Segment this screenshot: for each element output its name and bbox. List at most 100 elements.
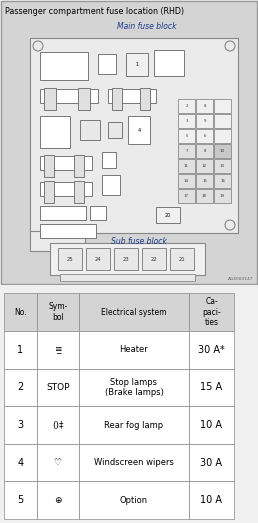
Bar xyxy=(4,369,36,406)
Bar xyxy=(178,99,195,113)
Text: 11: 11 xyxy=(184,164,189,168)
Text: 2: 2 xyxy=(17,382,23,392)
Bar xyxy=(86,248,110,270)
Bar xyxy=(40,52,88,80)
Bar xyxy=(189,444,234,481)
Text: 22: 22 xyxy=(151,257,157,262)
Bar xyxy=(196,114,213,128)
Bar xyxy=(44,155,54,177)
Text: 10 A: 10 A xyxy=(200,420,222,430)
Text: 25: 25 xyxy=(67,257,73,262)
Text: 30 A*: 30 A* xyxy=(198,345,225,355)
Bar xyxy=(214,99,231,113)
Text: ≡̲: ≡̲ xyxy=(54,345,61,354)
Bar xyxy=(214,144,231,158)
Text: 18: 18 xyxy=(202,194,207,198)
Text: 9: 9 xyxy=(203,119,206,123)
Text: Stop lamps
(Brake lamps): Stop lamps (Brake lamps) xyxy=(104,378,163,397)
Bar xyxy=(79,293,189,331)
Bar xyxy=(189,369,234,406)
Bar xyxy=(79,406,189,444)
Bar xyxy=(214,114,231,128)
Text: No.: No. xyxy=(14,308,27,316)
Bar xyxy=(102,152,116,168)
Bar xyxy=(108,122,122,138)
Bar xyxy=(74,181,84,203)
Text: Option: Option xyxy=(120,496,148,505)
Text: 13: 13 xyxy=(220,164,225,168)
Bar xyxy=(196,99,213,113)
Text: 20: 20 xyxy=(165,212,171,218)
Bar xyxy=(40,206,86,220)
Text: 24: 24 xyxy=(95,257,101,262)
Text: ♡: ♡ xyxy=(54,458,62,467)
Text: 14: 14 xyxy=(184,179,189,183)
Bar xyxy=(189,331,234,369)
Bar xyxy=(170,248,194,270)
Bar xyxy=(178,159,195,173)
Bar xyxy=(36,444,79,481)
Bar xyxy=(40,224,96,238)
Text: 16: 16 xyxy=(220,179,225,183)
Bar xyxy=(189,481,234,519)
Bar xyxy=(36,406,79,444)
Bar xyxy=(178,189,195,203)
Bar xyxy=(30,231,85,251)
Text: Main fuse block: Main fuse block xyxy=(117,22,177,31)
Text: 3: 3 xyxy=(17,420,23,430)
Bar xyxy=(156,207,180,223)
Text: Ca-
paci-
ties: Ca- paci- ties xyxy=(202,297,221,327)
Bar xyxy=(90,206,106,220)
Bar xyxy=(58,248,82,270)
Bar xyxy=(140,88,150,110)
Bar xyxy=(79,369,189,406)
Bar xyxy=(4,331,36,369)
Bar xyxy=(36,331,79,369)
Text: Rear fog lamp: Rear fog lamp xyxy=(104,420,164,429)
Bar xyxy=(196,174,213,188)
Text: 4: 4 xyxy=(138,128,141,132)
Bar xyxy=(126,53,148,76)
Bar xyxy=(178,144,195,158)
Text: Windscreen wipers: Windscreen wipers xyxy=(94,458,174,467)
Bar xyxy=(40,116,70,148)
Text: ⊕: ⊕ xyxy=(54,496,61,505)
Bar xyxy=(196,144,213,158)
Text: AG4000147: AG4000147 xyxy=(228,277,253,281)
Bar xyxy=(214,189,231,203)
Text: STOP: STOP xyxy=(46,383,69,392)
Text: 10: 10 xyxy=(220,149,225,153)
Bar xyxy=(50,243,205,275)
Bar xyxy=(196,159,213,173)
Bar xyxy=(114,248,138,270)
Bar xyxy=(108,89,156,103)
Bar xyxy=(142,248,166,270)
Bar xyxy=(30,38,238,233)
Bar xyxy=(74,155,84,177)
Bar xyxy=(36,293,79,331)
Bar xyxy=(189,293,234,331)
Bar xyxy=(154,50,184,76)
Text: 12: 12 xyxy=(202,164,207,168)
Bar xyxy=(4,444,36,481)
Text: 15 A: 15 A xyxy=(200,382,223,392)
Bar xyxy=(4,406,36,444)
Bar xyxy=(178,114,195,128)
Text: 1: 1 xyxy=(17,345,23,355)
Bar xyxy=(196,189,213,203)
Bar xyxy=(36,369,79,406)
Bar xyxy=(78,88,90,110)
Text: 8: 8 xyxy=(203,149,206,153)
Text: Sub fuse block: Sub fuse block xyxy=(111,237,167,246)
Text: 6: 6 xyxy=(203,134,206,138)
Bar xyxy=(189,406,234,444)
Bar xyxy=(36,481,79,519)
Bar xyxy=(214,174,231,188)
Bar xyxy=(79,444,189,481)
Text: 19: 19 xyxy=(220,194,225,198)
Text: 1: 1 xyxy=(135,62,139,66)
Bar xyxy=(214,129,231,143)
Bar xyxy=(40,156,92,170)
Text: 10 A: 10 A xyxy=(200,495,222,505)
Text: 4: 4 xyxy=(17,458,23,468)
